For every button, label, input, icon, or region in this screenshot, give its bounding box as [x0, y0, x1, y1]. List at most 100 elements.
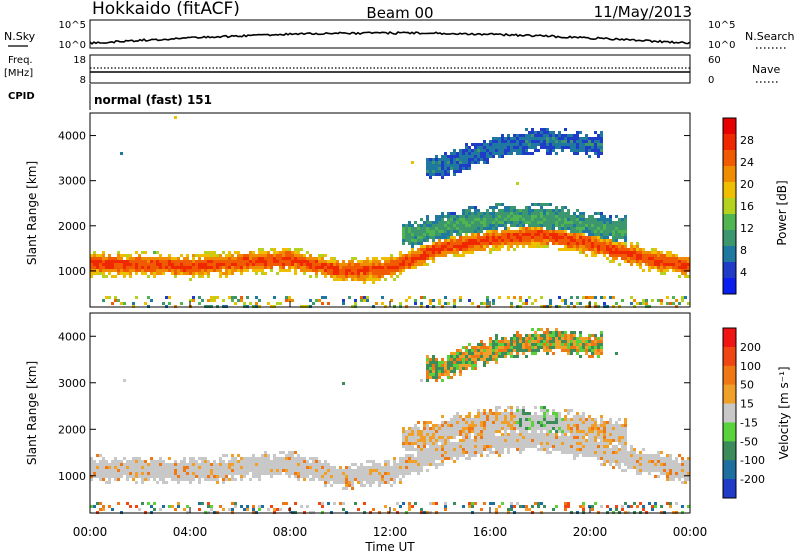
velocity-cell — [507, 433, 510, 436]
velocity-cell — [105, 466, 108, 469]
velocity-cell — [231, 469, 234, 472]
velocity-cell — [321, 502, 324, 505]
velocity-cell — [477, 346, 480, 349]
velocity-cell — [561, 343, 564, 346]
power-cell — [162, 269, 165, 272]
power-cell — [546, 128, 549, 131]
power-cell — [90, 272, 93, 275]
power-cell — [90, 254, 93, 257]
velocity-cell — [342, 487, 345, 490]
velocity-cell — [591, 346, 594, 349]
power-cell — [477, 209, 480, 212]
velocity-cell — [591, 355, 594, 358]
power-cell — [243, 266, 246, 269]
power-cell — [153, 269, 156, 272]
velocity-cell — [411, 457, 414, 460]
velocity-cell — [534, 445, 537, 448]
velocity-cell — [546, 418, 549, 421]
power-cell — [108, 266, 111, 269]
power-cell — [345, 275, 348, 278]
velocity-cell — [594, 442, 597, 445]
power-cell — [537, 137, 540, 140]
velocity-cell — [516, 352, 519, 355]
velocity-cell — [213, 463, 216, 466]
velocity-cell — [588, 442, 591, 445]
power-cell — [606, 233, 609, 236]
velocity-cell — [513, 445, 516, 448]
power-cell — [489, 155, 492, 158]
velocity-cell — [210, 475, 213, 478]
power-cell — [414, 242, 417, 245]
velocity-cell — [537, 334, 540, 337]
power-cell — [543, 230, 546, 233]
velocity-cell — [615, 427, 618, 430]
velocity-cell — [525, 340, 528, 343]
velocity-cell — [129, 469, 132, 472]
velocity-cell — [579, 355, 582, 358]
power-cell — [342, 266, 345, 269]
power-cell — [324, 266, 327, 269]
velocity-cell — [546, 346, 549, 349]
power-cell — [474, 212, 477, 215]
velocity-cell — [477, 418, 480, 421]
power-cell — [123, 260, 126, 263]
power-cell — [480, 221, 483, 224]
velocity-cell — [144, 463, 147, 466]
power-cell — [414, 254, 417, 257]
velocity-cell — [558, 445, 561, 448]
power-cell — [342, 269, 345, 272]
power-cell — [429, 161, 432, 164]
power-cell — [300, 254, 303, 257]
velocity-cell — [600, 418, 603, 421]
velocity-cell — [570, 343, 573, 346]
power-cell — [525, 149, 528, 152]
power-cell — [669, 266, 672, 269]
power-cell — [378, 269, 381, 272]
velocity-cell — [471, 448, 474, 451]
power-cell — [597, 245, 600, 248]
velocity-cell — [438, 370, 441, 373]
power-cell — [570, 224, 573, 227]
velocity-cell — [624, 436, 627, 439]
velocity-cell — [141, 472, 144, 475]
velocity-cell — [249, 463, 252, 466]
velocity-cell — [624, 502, 627, 505]
velocity-cell — [618, 463, 621, 466]
velocity-cell — [621, 469, 624, 472]
velocity-cell — [207, 460, 210, 463]
power-cell — [447, 167, 450, 170]
power-cell — [90, 260, 93, 263]
power-cell — [465, 212, 468, 215]
velocity-cell — [471, 451, 474, 454]
power-cell — [495, 140, 498, 143]
power-cell — [666, 296, 669, 299]
power-cell — [483, 140, 486, 143]
power-cell — [513, 209, 516, 212]
velocity-cell — [441, 445, 444, 448]
power-cell — [597, 137, 600, 140]
power-cell — [96, 254, 99, 257]
velocity-cell — [219, 466, 222, 469]
velocity-cell — [477, 439, 480, 442]
power-cell — [294, 263, 297, 266]
power-cell — [591, 254, 594, 257]
velocity-cell — [252, 505, 255, 508]
power-cell — [429, 248, 432, 251]
power-cell — [549, 146, 552, 149]
power-cell — [210, 299, 213, 302]
power-cell — [408, 230, 411, 233]
velocity-cell — [285, 472, 288, 475]
velocity-cell — [474, 358, 477, 361]
power-cell — [663, 254, 666, 257]
velocity-cell — [330, 478, 333, 481]
power-cell — [432, 173, 435, 176]
power-cell — [468, 152, 471, 155]
velocity-cell — [198, 481, 201, 484]
power-cell — [336, 269, 339, 272]
power-cell — [444, 254, 447, 257]
power-cell — [315, 269, 318, 272]
velocity-cell — [540, 442, 543, 445]
power-cell — [240, 296, 243, 299]
power-cell — [192, 254, 195, 257]
nsky-label: N.Sky — [4, 30, 36, 43]
